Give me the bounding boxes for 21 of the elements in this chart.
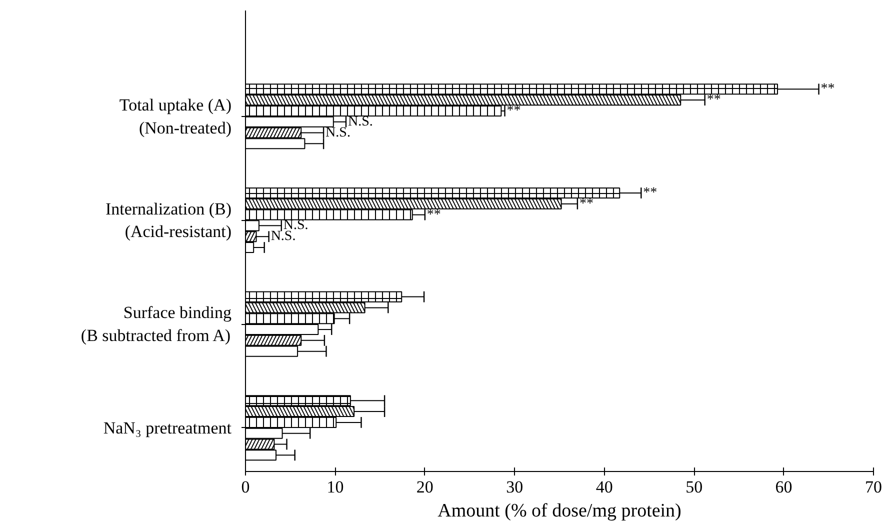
data-label: N.S. (348, 114, 373, 130)
y-tick-label: Internalization (B) (Acid-resistant) (105, 199, 232, 242)
data-label: N.S. (326, 125, 350, 140)
x-axis-title: Amount (% of dose/mg protein) (438, 500, 682, 522)
data-label: ** (820, 82, 835, 97)
x-tick-label: 30 (506, 478, 524, 496)
x-tick-label: 70 (865, 478, 882, 496)
x-tick-label: 40 (596, 478, 613, 496)
y-tick-label: NaN₃ pretreatment (103, 418, 232, 438)
data-label: ** (506, 103, 521, 118)
data-label: ** (643, 185, 658, 200)
x-tick-label: 0 (241, 478, 250, 496)
data-label: ** (579, 196, 594, 212)
x-tick-label: 20 (416, 478, 434, 496)
x-tick-label: 60 (775, 478, 792, 496)
x-tick-label: 10 (326, 478, 344, 496)
data-label: ** (706, 92, 721, 108)
y-tick-label: Total uptake (A) (Non-treated) (119, 96, 232, 138)
data-label: ** (426, 207, 441, 222)
y-tick-label: Surface binding (B subtracted from A) (80, 303, 232, 345)
x-tick-label: 50 (686, 478, 703, 496)
